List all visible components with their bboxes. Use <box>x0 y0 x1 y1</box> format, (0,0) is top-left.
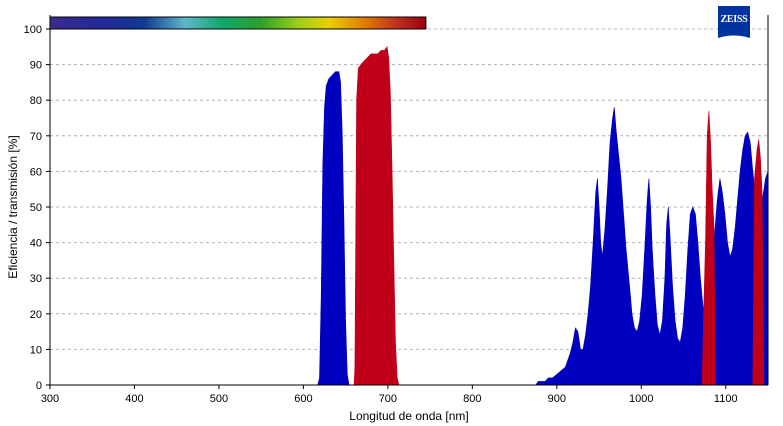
x-tick-label-1000: 1000 <box>629 393 653 405</box>
y-tick-label-10: 10 <box>30 344 42 356</box>
x-tick-label-600: 600 <box>294 393 312 405</box>
y-tick-label-100: 100 <box>24 24 42 36</box>
x-tick-label-400: 400 <box>125 393 143 405</box>
x-tick-label-500: 500 <box>210 393 228 405</box>
y-tick-label-0: 0 <box>36 380 42 392</box>
series-1-area-1 <box>317 71 350 386</box>
gridlines <box>50 28 768 350</box>
y-tick-label-30: 30 <box>30 273 42 285</box>
series-2-area-2 <box>701 110 716 386</box>
axes <box>46 15 769 389</box>
x-tick-label-900: 900 <box>548 393 566 405</box>
x-tick-label-800: 800 <box>463 393 481 405</box>
y-tick-labels: 0 10 20 30 40 50 60 70 80 90 100 <box>24 24 42 392</box>
y-tick-label-20: 20 <box>30 309 42 321</box>
series-1-area-2 <box>535 107 769 386</box>
x-axis-label: Longitud de onda [nm] <box>349 409 468 423</box>
spectrum-bar <box>49 16 427 30</box>
logo-shape <box>718 6 750 38</box>
x-tick-labels: 300 400 500 600 700 800 900 1000 1100 <box>41 393 738 405</box>
x-tick-label-700: 700 <box>379 393 397 405</box>
y-tick-label-60: 60 <box>30 166 42 178</box>
y-tick-label-50: 50 <box>30 202 42 214</box>
y-tick-label-90: 90 <box>30 60 42 72</box>
y-tick-label-80: 80 <box>30 95 42 107</box>
series-2-area-1 <box>353 46 400 386</box>
x-tick-label-1100: 1100 <box>714 393 738 405</box>
series-2-area-3 <box>752 139 765 386</box>
y-tick-label-70: 70 <box>30 131 42 143</box>
y-axis-label: Eficiencia / transmisión [%] <box>6 135 20 278</box>
logo-text: ZEISS <box>721 14 749 25</box>
x-tick-label-300: 300 <box>41 393 59 405</box>
y-tick-label-40: 40 <box>30 238 42 250</box>
zeiss-logo: ZEISS <box>718 6 750 38</box>
series-areas <box>317 46 769 386</box>
